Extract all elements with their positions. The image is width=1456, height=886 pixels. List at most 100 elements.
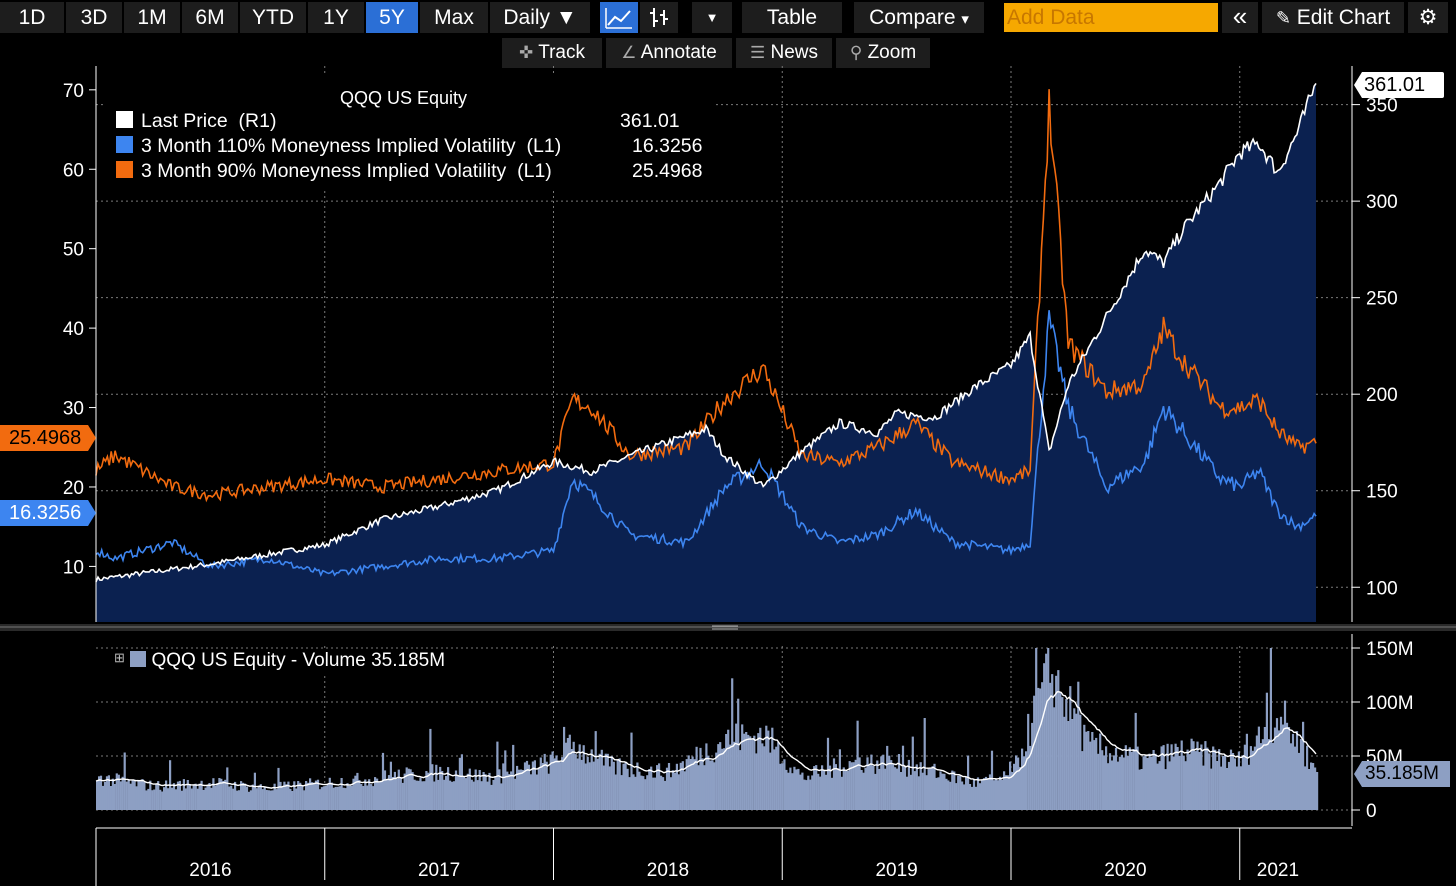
period-1y-button[interactable]: 1Y xyxy=(308,2,364,33)
settings-button[interactable]: ⚙ xyxy=(1408,2,1448,33)
volume-bar xyxy=(691,756,694,810)
volume-bar xyxy=(1045,653,1048,810)
volume-bar xyxy=(494,776,497,810)
volume-bar xyxy=(310,782,314,810)
volume-bar xyxy=(1099,733,1102,810)
volume-bar xyxy=(224,779,227,810)
legend-row-last-price[interactable]: Last Price (R1) 361.01 xyxy=(116,110,716,134)
volume-bar xyxy=(1043,663,1046,810)
volume-bar xyxy=(1220,766,1223,810)
volume-bar xyxy=(236,790,239,810)
expand-toggle-icon[interactable]: ⊞ xyxy=(114,650,125,665)
volume-bar xyxy=(1093,740,1096,810)
volume-bar xyxy=(1245,733,1248,810)
table-button[interactable]: Table xyxy=(742,2,842,33)
volume-bar xyxy=(523,762,527,810)
volume-bar xyxy=(1007,775,1010,810)
volume-bar xyxy=(1003,771,1006,810)
volume-bar xyxy=(267,790,270,810)
volume-bar xyxy=(423,781,426,810)
volume-bar xyxy=(1051,674,1054,810)
volume-bar xyxy=(159,789,162,810)
period-1d-button[interactable]: 1D xyxy=(0,2,64,33)
period-max-button[interactable]: Max xyxy=(420,2,488,33)
legend-row-iv90[interactable]: 3 Month 90% Moneyness Implied Volatility… xyxy=(116,160,716,184)
volume-bar xyxy=(693,759,696,810)
volume-bar xyxy=(443,779,446,810)
volume-bar xyxy=(482,772,485,810)
volume-bar xyxy=(232,788,235,810)
volume-bar xyxy=(545,761,548,810)
volume-bar xyxy=(903,765,907,810)
x-axis-year-label: 2018 xyxy=(647,860,689,881)
edit-chart-button[interactable]: ✎ Edit Chart xyxy=(1262,2,1404,33)
volume-bar xyxy=(502,763,505,810)
volume-bar xyxy=(685,759,688,810)
period-6m-button[interactable]: 6M xyxy=(182,2,238,33)
volume-bar xyxy=(366,785,369,810)
volume-bar xyxy=(925,775,928,810)
volume-bar xyxy=(642,776,645,810)
volume-bar xyxy=(1071,719,1074,810)
volume-bar xyxy=(1128,747,1131,810)
period-3d-button[interactable]: 3D xyxy=(66,2,122,33)
volume-bar xyxy=(1001,779,1004,810)
period-ytd-button[interactable]: YTD xyxy=(240,2,306,33)
volume-bar xyxy=(551,751,554,810)
volume-bar xyxy=(1041,682,1044,810)
volume-bar xyxy=(1011,772,1014,810)
compare-dropdown[interactable]: Compare ▾ xyxy=(854,2,984,33)
volume-bar xyxy=(297,781,300,810)
volume-bar xyxy=(456,775,460,810)
volume-bar xyxy=(656,765,659,810)
legend-row-iv110[interactable]: 3 Month 110% Moneyness Implied Volatilit… xyxy=(116,135,716,159)
volume-bar xyxy=(980,779,984,810)
volume-bar xyxy=(439,766,442,810)
volume-bar xyxy=(279,781,282,810)
volume-bar xyxy=(143,781,146,810)
volume-bar xyxy=(838,749,841,810)
volume-bar xyxy=(543,753,546,810)
volume-bar xyxy=(557,760,560,810)
volume-bar xyxy=(508,774,511,810)
period-1m-button[interactable]: 1M xyxy=(124,2,180,33)
volume-bar xyxy=(785,769,788,810)
volume-bar xyxy=(988,774,992,810)
add-data-input[interactable] xyxy=(1004,3,1218,32)
volume-bar xyxy=(1144,755,1147,810)
volume-bar xyxy=(1218,749,1221,810)
zoom-button[interactable]: ⚲ Zoom xyxy=(836,38,930,68)
volume-bar xyxy=(630,732,633,810)
line-chart-type-button[interactable] xyxy=(600,2,638,33)
bar-chart-type-button[interactable] xyxy=(640,2,678,33)
volume-bar xyxy=(1049,682,1052,810)
volume-bar xyxy=(711,760,714,810)
volume-bar xyxy=(858,757,861,810)
volume-bar xyxy=(719,742,722,810)
volume-bar xyxy=(915,764,918,810)
volume-bar xyxy=(421,781,424,810)
volume-bar xyxy=(1293,746,1297,810)
chart-type-dropdown[interactable]: ▼ xyxy=(692,2,732,33)
volume-bar xyxy=(941,773,944,810)
collapse-toolbar-button[interactable]: « xyxy=(1222,2,1258,33)
volume-bar xyxy=(1247,764,1250,810)
volume-bar xyxy=(98,776,101,810)
period-5y-button[interactable]: 5Y xyxy=(366,2,418,33)
frequency-dropdown[interactable]: Daily ▼ xyxy=(490,2,590,33)
volume-bar xyxy=(888,755,891,810)
volume-bar xyxy=(815,765,818,810)
volume-bar xyxy=(886,745,889,810)
volume-bar xyxy=(1249,746,1252,810)
volume-bar xyxy=(157,781,160,810)
volume-bar xyxy=(717,744,720,810)
volume-bar xyxy=(1253,746,1256,810)
annotate-button[interactable]: ∠ Annotate xyxy=(606,38,732,68)
volume-bar xyxy=(1023,756,1026,810)
volume-bar xyxy=(172,783,176,810)
legend-label: 3 Month 90% Moneyness Implied Volatility… xyxy=(141,160,552,182)
volume-bar xyxy=(147,788,150,810)
news-button[interactable]: ☰ News xyxy=(736,38,832,68)
zoom-label: Zoom xyxy=(867,42,917,63)
track-button[interactable]: ✜ Track xyxy=(502,38,602,68)
